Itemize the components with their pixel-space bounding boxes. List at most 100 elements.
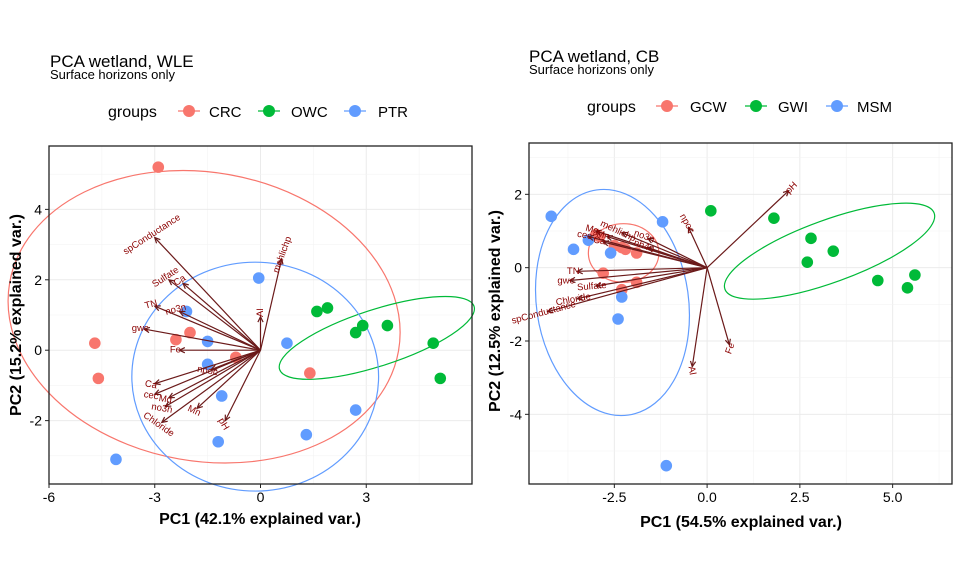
point-ptr xyxy=(201,358,214,371)
loading-arrow-head xyxy=(167,278,175,286)
x-tick-label: 0.0 xyxy=(697,489,717,505)
x-tick-label: 3 xyxy=(362,489,370,505)
loading-arrow xyxy=(154,349,261,385)
y-axis-title: PC2 (12.5% explained var.) xyxy=(487,210,504,412)
loading-label: cec xyxy=(143,389,160,402)
loading-arrow-head xyxy=(178,347,186,354)
loading-arrow xyxy=(691,267,708,367)
loading-arrow-head xyxy=(209,364,218,371)
loading-label: Al xyxy=(255,309,266,317)
legend-key-msm xyxy=(831,100,843,112)
legend-key-crc xyxy=(183,105,195,117)
loading-arrow xyxy=(154,349,261,395)
chart-subtitle: Surface horizons only xyxy=(529,62,655,77)
y-tick-label: 2 xyxy=(514,186,522,202)
ellipse-gwi xyxy=(723,202,936,300)
chart-subtitle: Surface horizons only xyxy=(50,67,176,82)
loading-arrow-head xyxy=(196,402,203,410)
x-tick-label: 5.0 xyxy=(883,489,903,505)
point-gwi xyxy=(871,274,884,287)
loading-arrow-head xyxy=(142,326,151,334)
loading-arrow xyxy=(547,267,708,313)
loading-arrow xyxy=(259,258,283,351)
ellipse-owc xyxy=(278,295,476,380)
chart-title: PCA wetland, WLE xyxy=(50,52,194,71)
point-crc xyxy=(92,372,105,385)
legend-label-crc: CRC xyxy=(209,104,242,121)
point-ptr xyxy=(215,390,228,402)
loading-arrow-head xyxy=(153,389,161,396)
loading-label: TN xyxy=(144,298,159,312)
x-tick-label: -2.5 xyxy=(602,489,626,505)
x-tick-label: 0 xyxy=(257,489,265,505)
loading-arrow xyxy=(154,305,261,351)
loading-arrow xyxy=(182,282,261,351)
loading-arrow xyxy=(569,267,708,282)
point-owc xyxy=(311,305,323,318)
point-owc xyxy=(321,302,334,314)
point-crc xyxy=(152,161,165,173)
loading-arrow xyxy=(224,349,262,421)
loading-arrow-head xyxy=(605,235,613,242)
loading-label: Mn xyxy=(186,403,203,419)
loading-label: Mg xyxy=(584,223,600,237)
loading-arrow xyxy=(688,227,708,268)
legend-label-ptr: PTR xyxy=(378,104,408,121)
loading-label: gwc xyxy=(132,323,149,334)
loading-arrow-head xyxy=(646,237,654,244)
point-ptr xyxy=(110,453,122,466)
x-axis-title: PC1 (42.1% explained var.) xyxy=(159,511,361,528)
x-tick-label: -3 xyxy=(149,489,162,505)
chart-wle: PCA wetland, WLE Surface horizons only g… xyxy=(7,52,476,528)
loading-arrow-head xyxy=(575,268,583,275)
point-ptr xyxy=(349,404,362,416)
legend-key-gwi xyxy=(750,100,762,112)
point-gwi xyxy=(827,245,840,257)
y-axis-title: PC2 (15.2% explained var.) xyxy=(8,214,25,416)
loading-arrow-head xyxy=(601,240,610,247)
point-msm xyxy=(612,313,624,325)
point-msm xyxy=(545,210,558,223)
point-owc xyxy=(349,326,362,339)
legend-key-owc xyxy=(263,105,275,117)
legend-label-msm: MSM xyxy=(857,99,892,116)
point-ptr xyxy=(180,305,193,318)
point-msm xyxy=(615,291,628,303)
point-gwi xyxy=(768,212,780,224)
loading-label: TN xyxy=(567,266,580,277)
loading-arrow-head xyxy=(782,189,790,197)
y-tick-label: 0 xyxy=(514,260,522,276)
loading-arrow xyxy=(603,241,708,269)
loading-label: Ca xyxy=(592,235,607,248)
loading-arrow xyxy=(706,190,790,269)
loading-arrow xyxy=(144,328,261,351)
legend-title: groups xyxy=(587,99,636,116)
loading-label: Sulfate xyxy=(577,280,607,294)
x-tick-label: -6 xyxy=(43,489,56,505)
point-owc xyxy=(356,319,369,332)
point-msm xyxy=(656,216,669,228)
loading-label: Fe xyxy=(723,341,737,355)
loading-arrow xyxy=(647,246,708,269)
point-owc xyxy=(434,372,447,385)
loading-arrow xyxy=(165,349,261,408)
loading-arrow xyxy=(577,267,708,300)
point-gwi xyxy=(805,232,817,245)
ellipse-crc xyxy=(7,169,401,464)
loading-arrow xyxy=(647,237,708,269)
loading-arrow-head xyxy=(546,307,554,314)
loading-arrow xyxy=(196,349,261,409)
loading-arrow-head xyxy=(181,282,189,290)
loading-label: gwc xyxy=(557,275,574,286)
loading-arrow-head xyxy=(153,305,161,312)
plot-border xyxy=(528,142,953,485)
point-ptr xyxy=(212,435,224,448)
y-tick-label: 4 xyxy=(34,201,42,217)
point-gwi xyxy=(909,269,921,281)
legend-key-gcw xyxy=(661,100,673,112)
loading-arrow xyxy=(621,232,708,269)
y-tick-label: 2 xyxy=(34,272,42,288)
loading-arrow-head xyxy=(178,310,186,317)
